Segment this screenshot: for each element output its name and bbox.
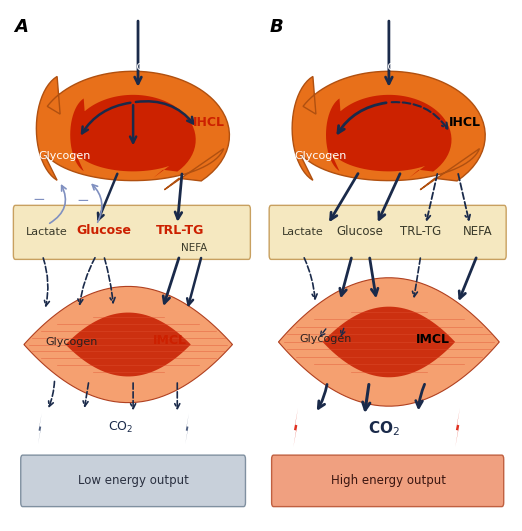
Text: B: B bbox=[270, 18, 283, 36]
Text: Glycogen: Glycogen bbox=[38, 151, 91, 161]
Polygon shape bbox=[293, 408, 298, 447]
Text: Glucose: Glucose bbox=[336, 225, 383, 238]
Text: CO$_2$: CO$_2$ bbox=[368, 419, 400, 438]
Text: Lactate: Lactate bbox=[27, 227, 68, 237]
Polygon shape bbox=[292, 71, 485, 190]
Text: Lactate: Lactate bbox=[282, 227, 324, 237]
Text: Fructose: Fructose bbox=[359, 60, 409, 73]
Text: −: − bbox=[32, 192, 45, 207]
Polygon shape bbox=[185, 413, 189, 444]
Text: High energy output: High energy output bbox=[331, 474, 446, 487]
Text: IMCL: IMCL bbox=[416, 333, 450, 346]
FancyBboxPatch shape bbox=[14, 205, 251, 259]
Text: Glycogen: Glycogen bbox=[45, 337, 98, 347]
Polygon shape bbox=[24, 286, 232, 402]
Text: IMCL: IMCL bbox=[153, 335, 187, 347]
Polygon shape bbox=[38, 413, 42, 444]
Text: Glycogen: Glycogen bbox=[299, 335, 351, 345]
Polygon shape bbox=[455, 408, 460, 447]
Text: Fructose: Fructose bbox=[108, 60, 158, 73]
Text: A: A bbox=[14, 18, 28, 36]
Text: −: − bbox=[76, 193, 89, 208]
FancyBboxPatch shape bbox=[271, 455, 504, 507]
FancyBboxPatch shape bbox=[269, 205, 506, 259]
Text: TRL-TG: TRL-TG bbox=[400, 225, 442, 238]
Polygon shape bbox=[66, 313, 191, 376]
Text: IHCL: IHCL bbox=[449, 116, 481, 129]
Text: Low energy output: Low energy output bbox=[78, 474, 188, 487]
Polygon shape bbox=[279, 278, 499, 406]
Polygon shape bbox=[37, 71, 230, 190]
Text: NEFA: NEFA bbox=[181, 243, 208, 253]
Text: Glycogen: Glycogen bbox=[294, 151, 347, 161]
Text: Glucose: Glucose bbox=[76, 224, 131, 237]
Polygon shape bbox=[323, 307, 455, 377]
Text: TRL-TG: TRL-TG bbox=[156, 224, 204, 237]
Polygon shape bbox=[70, 95, 196, 178]
Polygon shape bbox=[326, 95, 452, 178]
FancyBboxPatch shape bbox=[21, 455, 245, 507]
Text: CO$_2$: CO$_2$ bbox=[108, 420, 134, 435]
Text: NEFA: NEFA bbox=[462, 225, 492, 238]
Text: IHCL: IHCL bbox=[193, 116, 225, 129]
